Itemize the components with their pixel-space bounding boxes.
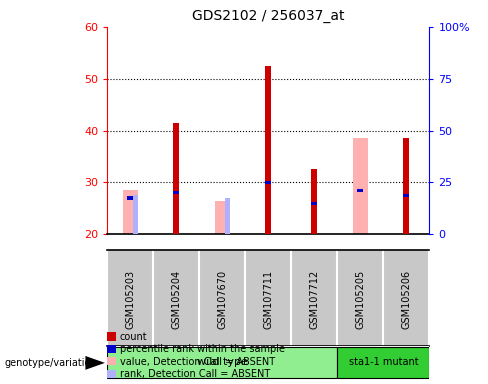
Text: GSM107711: GSM107711 — [264, 270, 273, 329]
Text: genotype/variation: genotype/variation — [5, 358, 98, 368]
Bar — [127, 196, 133, 200]
Bar — [337, 347, 429, 379]
Bar — [173, 191, 180, 194]
Text: GSM105204: GSM105204 — [171, 270, 182, 329]
Text: GSM105205: GSM105205 — [355, 270, 366, 329]
Text: GSM107712: GSM107712 — [309, 270, 320, 329]
Bar — [265, 181, 271, 184]
Bar — [311, 169, 317, 234]
Bar — [353, 138, 368, 234]
Bar — [404, 138, 409, 234]
Text: sta1-1 mutant: sta1-1 mutant — [348, 357, 418, 367]
Bar — [107, 347, 337, 379]
Bar — [404, 194, 409, 197]
Bar — [133, 195, 138, 234]
Title: GDS2102 / 256037_at: GDS2102 / 256037_at — [192, 9, 345, 23]
Polygon shape — [85, 356, 105, 370]
Legend: count, percentile rank within the sample, value, Detection Call = ABSENT, rank, : count, percentile rank within the sample… — [107, 332, 285, 379]
Bar — [265, 66, 271, 234]
Bar — [311, 202, 317, 205]
Bar — [357, 189, 364, 192]
Bar — [215, 200, 230, 234]
Text: wild type: wild type — [197, 357, 248, 367]
Bar — [173, 123, 180, 234]
Bar — [225, 198, 230, 234]
Text: GSM105206: GSM105206 — [402, 270, 411, 329]
Text: GSM107670: GSM107670 — [217, 270, 227, 329]
Bar — [123, 190, 138, 234]
Text: GSM105203: GSM105203 — [125, 270, 135, 329]
